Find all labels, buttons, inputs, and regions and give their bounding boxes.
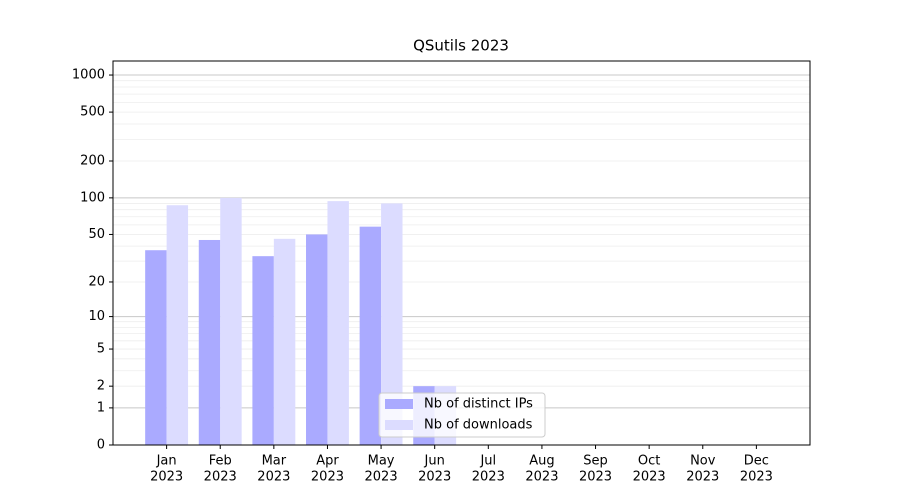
x-tick-label: May [368,454,395,469]
legend-box [378,392,546,438]
x-tick-sublabel: 2023 [150,470,183,485]
x-tick-label: Feb [209,454,232,469]
plot-frame [112,60,811,446]
y-tick-label: 1 [97,400,105,415]
x-tick-label: Mar [262,454,287,469]
legend-swatch [385,399,413,409]
bar [220,197,242,445]
x-tick-label: Jul [479,454,496,469]
bar [327,201,349,445]
y-tick-label: 500 [80,105,105,120]
legend-label: Nb of distinct IPs [424,397,533,412]
bar [252,256,274,445]
legend-swatch [385,420,413,430]
x-tick-label: Jun [424,454,445,469]
y-tick-label: 200 [80,154,105,169]
bar [359,226,382,445]
x-tick-sublabel: 2023 [204,470,237,485]
x-tick-sublabel: 2023 [633,470,666,485]
y-tick-label: 2 [97,379,105,394]
x-tick-label: Oct [638,454,660,469]
x-tick-label: Nov [690,454,716,469]
chart-title: QSutils 2023 [413,37,509,55]
x-tick-sublabel: 2023 [418,470,451,485]
x-tick-sublabel: 2023 [686,470,719,485]
bar [273,238,296,445]
x-tick-label: Apr [316,454,339,469]
y-tick-label: 1000 [72,68,105,83]
y-tick-label: 100 [80,190,105,205]
bar [381,203,403,445]
x-tick-label: Jan [156,454,177,469]
x-tick-sublabel: 2023 [472,470,505,485]
x-tick-sublabel: 2023 [365,470,398,485]
y-tick-label: 50 [88,227,105,242]
bar [198,239,221,445]
y-tick-label: 0 [97,438,105,453]
x-tick-label: Sep [583,454,608,469]
x-tick-sublabel: 2023 [311,470,344,485]
x-tick-label: Aug [529,454,554,469]
bar [306,234,328,445]
x-tick-sublabel: 2023 [257,470,290,485]
x-tick-sublabel: 2023 [579,470,612,485]
legend-label: Nb of downloads [424,418,533,433]
y-tick-label: 20 [88,274,105,289]
x-tick-sublabel: 2023 [740,470,773,485]
x-tick-sublabel: 2023 [525,470,558,485]
bar [145,250,167,445]
bar [166,205,189,445]
y-tick-label: 10 [88,309,105,324]
y-tick-label: 5 [97,342,105,357]
x-tick-label: Dec [744,454,769,469]
